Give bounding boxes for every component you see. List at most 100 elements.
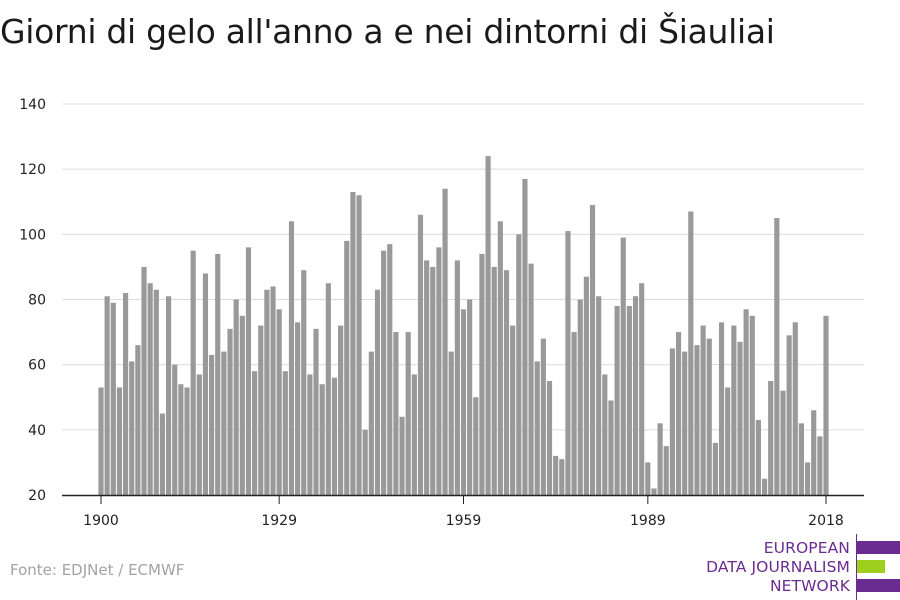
bar-1953: [424, 260, 430, 495]
bar-1910: [159, 413, 166, 495]
bar-1947: [387, 244, 393, 495]
bar-1939: [338, 325, 344, 495]
bar-1948: [393, 332, 399, 495]
bar-1982: [602, 374, 608, 495]
bar-1964: [491, 266, 497, 495]
bar-2011: [780, 390, 786, 495]
bar-1916: [196, 374, 202, 495]
bar-1904: [123, 292, 129, 495]
bar-1956: [442, 188, 448, 495]
y-tick-label: 80: [28, 293, 46, 309]
bar-1943: [362, 429, 368, 495]
bar-1938: [331, 377, 338, 495]
bar-1970: [528, 263, 534, 495]
bar-1955: [436, 247, 442, 495]
bar-1966: [503, 270, 510, 495]
bar-1923: [239, 315, 245, 495]
bar-1968: [516, 234, 522, 495]
bar-1911: [166, 296, 172, 495]
bar-2003: [731, 325, 737, 495]
logo-divider: [856, 534, 857, 600]
bar-1987: [632, 296, 639, 495]
bar-1919: [215, 253, 221, 495]
bar-1977: [571, 332, 577, 495]
bar-1907: [141, 266, 147, 495]
bar-1927: [264, 289, 270, 495]
bar-1924: [245, 247, 252, 495]
logo-bar-top: [857, 541, 900, 554]
bar-2013: [792, 322, 798, 495]
bar-1954: [430, 266, 436, 495]
bar-2002: [725, 387, 731, 495]
bar-1988: [639, 283, 645, 495]
source-note: Fonte: EDJNet / ECMWF: [10, 561, 185, 579]
bar-2018: [823, 315, 829, 495]
bar-1993: [669, 348, 675, 496]
bar-1905: [129, 361, 135, 495]
logo-line-european: EUROPEAN: [763, 539, 850, 557]
bar-1934: [307, 374, 313, 495]
y-tick-label: 60: [28, 358, 46, 374]
bar-1995: [682, 351, 688, 495]
bar-1975: [559, 459, 565, 495]
bar-1909: [153, 289, 159, 495]
bar-1973: [546, 380, 553, 495]
bar-1912: [172, 364, 178, 495]
x-tick-label: 1989: [630, 513, 666, 529]
x-tick-label: 1900: [83, 513, 119, 529]
logo-line-data-journalism: DATA JOURNALISM: [706, 558, 850, 576]
bar-1932: [295, 322, 301, 495]
x-tick-label: 2018: [808, 513, 844, 529]
bar-1999: [706, 338, 712, 495]
bar-1945: [374, 289, 381, 495]
bar-1958: [454, 260, 460, 495]
bar-1937: [325, 283, 331, 495]
bar-1940: [344, 240, 350, 495]
bar-1965: [497, 221, 503, 496]
bar-1967: [510, 325, 516, 495]
bar-1902: [110, 302, 116, 495]
bar-1949: [399, 416, 405, 495]
bar-1974: [553, 455, 559, 495]
bar-1969: [522, 178, 528, 495]
bar-2006: [749, 315, 755, 495]
bar-1946: [381, 250, 387, 496]
x-tick-label: 1929: [261, 513, 297, 529]
bar-2009: [768, 380, 774, 495]
bar-1994: [675, 332, 682, 495]
bar-1979: [583, 276, 589, 495]
bar-2010: [774, 218, 780, 496]
bar-1984: [614, 306, 620, 495]
bar-1913: [178, 384, 184, 495]
bar-1935: [313, 328, 319, 495]
bar-1901: [104, 296, 110, 495]
bar-1900: [98, 387, 104, 495]
bar-1920: [221, 351, 227, 495]
bar-2016: [811, 410, 817, 495]
bar-1914: [184, 387, 190, 495]
y-tick-label: 120: [19, 162, 46, 178]
bar-1986: [626, 306, 632, 495]
edjnet-logo: EUROPEAN DATA JOURNALISM NETWORK: [700, 534, 900, 600]
bar-1983: [608, 400, 614, 495]
y-tick-label: 40: [28, 423, 46, 439]
bar-1992: [663, 446, 669, 496]
bar-1917: [202, 273, 209, 495]
logo-line-network: NETWORK: [769, 577, 850, 595]
bar-1978: [577, 299, 583, 495]
bar-1928: [270, 286, 276, 495]
bar-1996: [688, 211, 694, 495]
bar-1941: [350, 191, 356, 495]
bar-1903: [116, 387, 123, 495]
bar-1957: [448, 351, 454, 495]
bar-2015: [804, 462, 811, 495]
bar-1962: [479, 253, 485, 495]
bar-1925: [252, 371, 258, 495]
x-axis-ticks: 1900 1929 1959 1989 2018: [83, 496, 844, 529]
bar-1997: [694, 345, 700, 495]
bar-1991: [657, 423, 663, 495]
bar-2004: [737, 341, 743, 495]
bar-1906: [135, 345, 141, 495]
bar-1981: [596, 296, 602, 495]
bar-1963: [485, 156, 491, 495]
